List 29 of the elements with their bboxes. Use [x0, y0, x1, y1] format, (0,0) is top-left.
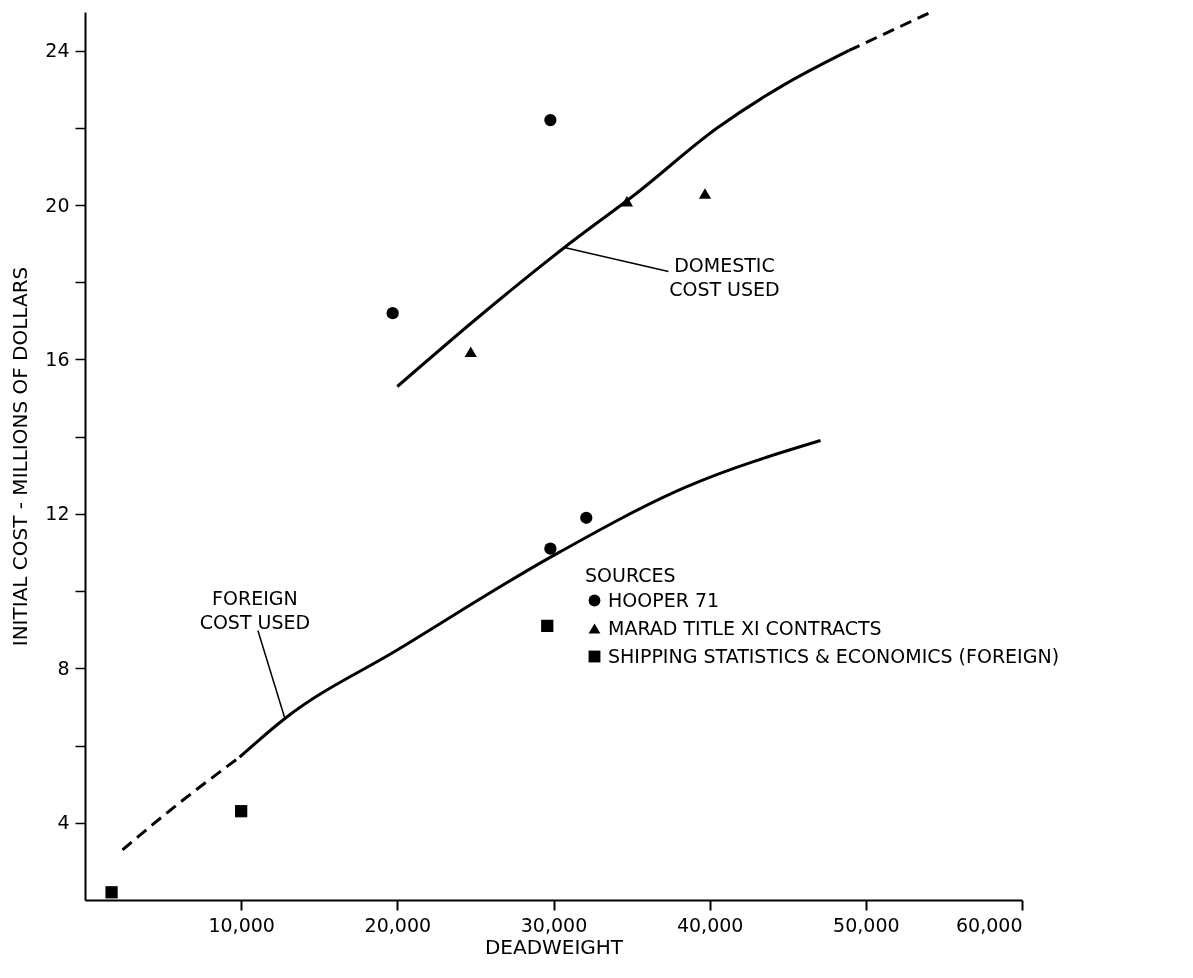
point [580, 511, 593, 524]
x-tick-label: 40,000 [676, 913, 744, 936]
legend-label: HOOPER 71 [608, 588, 720, 611]
legend-label: MARAD TITLE XI CONTRACTS [608, 616, 882, 639]
annotation: FOREIGN COST USED [199, 586, 311, 633]
point [464, 346, 477, 358]
point [544, 113, 557, 127]
x-axis-title: DEADWEIGHT [484, 934, 624, 959]
annotation: DOMESTIC COST USED [669, 253, 780, 300]
point [698, 188, 712, 199]
y-tick-label: 20 [45, 193, 70, 216]
y-tick-label: 4 [57, 811, 70, 834]
x-tick-label: 10,000 [208, 913, 275, 936]
y-tick-label: 16 [45, 347, 70, 370]
x-tick-label: 30,000 [520, 913, 588, 936]
y-tick-label: 12 [45, 502, 70, 525]
x-tick-label: 20,000 [364, 913, 432, 936]
point [544, 542, 557, 555]
point [105, 886, 118, 899]
y-axis-title: INITIAL COST - MILLIONS OF DOLLARS [8, 266, 33, 647]
y-tick-label: 24 [45, 39, 70, 62]
point [541, 619, 554, 632]
point [235, 805, 248, 818]
point [386, 307, 399, 320]
x-tick-label: 60,000 [956, 913, 1023, 936]
y-tick-label: 8 [57, 656, 70, 679]
legend-title: SOURCES [585, 564, 676, 586]
legend-label: SHIPPING STATISTICS & ECONOMICS (FOREIGN) [608, 644, 1060, 667]
x-tick-label: 50,000 [833, 913, 900, 936]
